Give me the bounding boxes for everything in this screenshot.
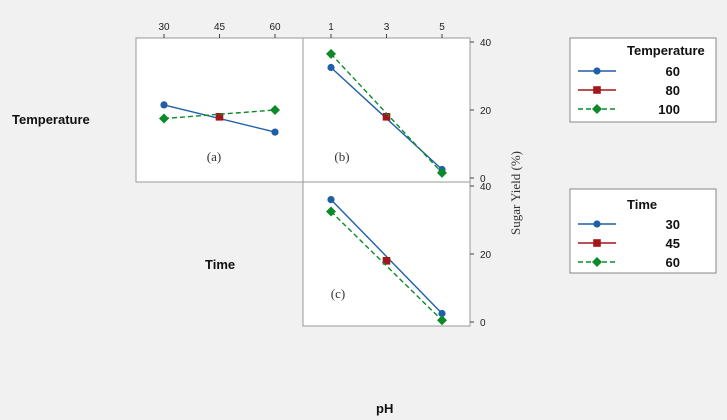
panel-label-a: (a) xyxy=(207,149,221,164)
legend-2-entry-2-label: 45 xyxy=(666,236,680,251)
panel-3-series-3 xyxy=(326,206,447,326)
panel-2-series-3-point-2 xyxy=(437,167,447,178)
row-label-temperature: Temperature xyxy=(12,112,90,127)
panel-1-series-1-point-1 xyxy=(160,101,168,109)
legend-time-title: Time xyxy=(627,197,657,212)
panel-3-series-3-line xyxy=(330,211,443,321)
panel-2-series-3-point-1 xyxy=(326,48,336,59)
legend-1-entry-3-marker xyxy=(592,104,602,114)
legend-1-entry-1-marker xyxy=(593,67,601,75)
panel-3-series-1-line xyxy=(330,199,443,314)
legend-temperature: Temperature 60 80 100 xyxy=(569,37,717,123)
panel-3-y-tick-label-2: 20 xyxy=(480,250,492,261)
row-label-time: Time xyxy=(205,257,235,272)
panel-2-y-tick-label-3: 40 xyxy=(480,38,492,49)
legend-1-entry-2-marker xyxy=(593,86,601,94)
panel-2-series-3-line xyxy=(330,53,443,174)
y-axis-label: Sugar Yield (%) xyxy=(508,151,523,235)
panel-2-series-2 xyxy=(382,113,391,121)
legend-time-box xyxy=(569,188,717,274)
panel-2-y-tick-label-2: 20 xyxy=(480,106,492,117)
legend-2-entry-3-label: 60 xyxy=(666,255,680,270)
legend-2-entry-1-label: 30 xyxy=(666,217,680,232)
panel-3-series-3-point-2 xyxy=(437,315,447,326)
panel-1-x-tick-label-2: 45 xyxy=(214,22,226,33)
panel-1-series-2 xyxy=(215,113,224,121)
panel-1-series-3-point-2 xyxy=(270,105,280,115)
legend-2-entry-1-marker xyxy=(593,220,601,228)
panel-label-b: (b) xyxy=(334,149,349,164)
panel-3-series-2 xyxy=(382,257,391,265)
panel-3-y-tick-label-1: 0 xyxy=(480,318,486,329)
panel-row2-background xyxy=(302,181,471,327)
legend-2-entry-2-marker xyxy=(593,239,601,247)
panel-2-x-tick-label-2: 3 xyxy=(384,22,390,33)
panel-2-x-tick-label-3: 5 xyxy=(439,22,445,33)
panel-2-series-2-point-1 xyxy=(382,113,391,121)
panel-1-series-3-line xyxy=(163,109,276,120)
panel-1-series-2-point-1 xyxy=(215,113,224,121)
panel-1-series-1-point-2 xyxy=(271,128,279,136)
legend-2-entry-3-marker xyxy=(592,257,602,267)
panel-label-c: (c) xyxy=(331,286,345,301)
panel-3-series-2-point-1 xyxy=(382,257,391,265)
panel-1-series-3 xyxy=(159,105,280,124)
legend-1-entry-1-label: 60 xyxy=(666,64,680,79)
panel-2-y-tick-label-1: 0 xyxy=(480,174,486,185)
legend-temperature-title: Temperature xyxy=(627,43,705,58)
panel-3-series-1-point-2 xyxy=(438,309,446,318)
legend-1-entry-3-label: 100 xyxy=(658,102,680,117)
panel-1-x-tick-label-1: 30 xyxy=(158,22,170,33)
panel-2-x-tick-label-1: 1 xyxy=(328,22,334,33)
legend-time-entries: 30 45 60 xyxy=(578,217,680,270)
panel-3-series-1-point-1 xyxy=(327,196,335,204)
chart-marks xyxy=(159,48,447,326)
legend-time: Time 30 45 60 xyxy=(569,188,717,274)
panel-3-series-1 xyxy=(327,196,446,318)
panel-2-series-3 xyxy=(326,48,447,178)
legend-1-entry-2-label: 80 xyxy=(666,83,680,98)
panel-2-series-1-point-1 xyxy=(327,63,335,72)
panel-3-series-3-point-1 xyxy=(326,206,336,217)
panel-1-series-3-point-1 xyxy=(159,113,169,124)
legend-temperature-entries: 60 80 100 xyxy=(578,64,680,117)
bottom-label-ph: pH xyxy=(376,401,393,416)
panel-3-y-tick-label-3: 40 xyxy=(480,182,492,193)
panel-1-x-tick-label-3: 60 xyxy=(269,22,281,33)
